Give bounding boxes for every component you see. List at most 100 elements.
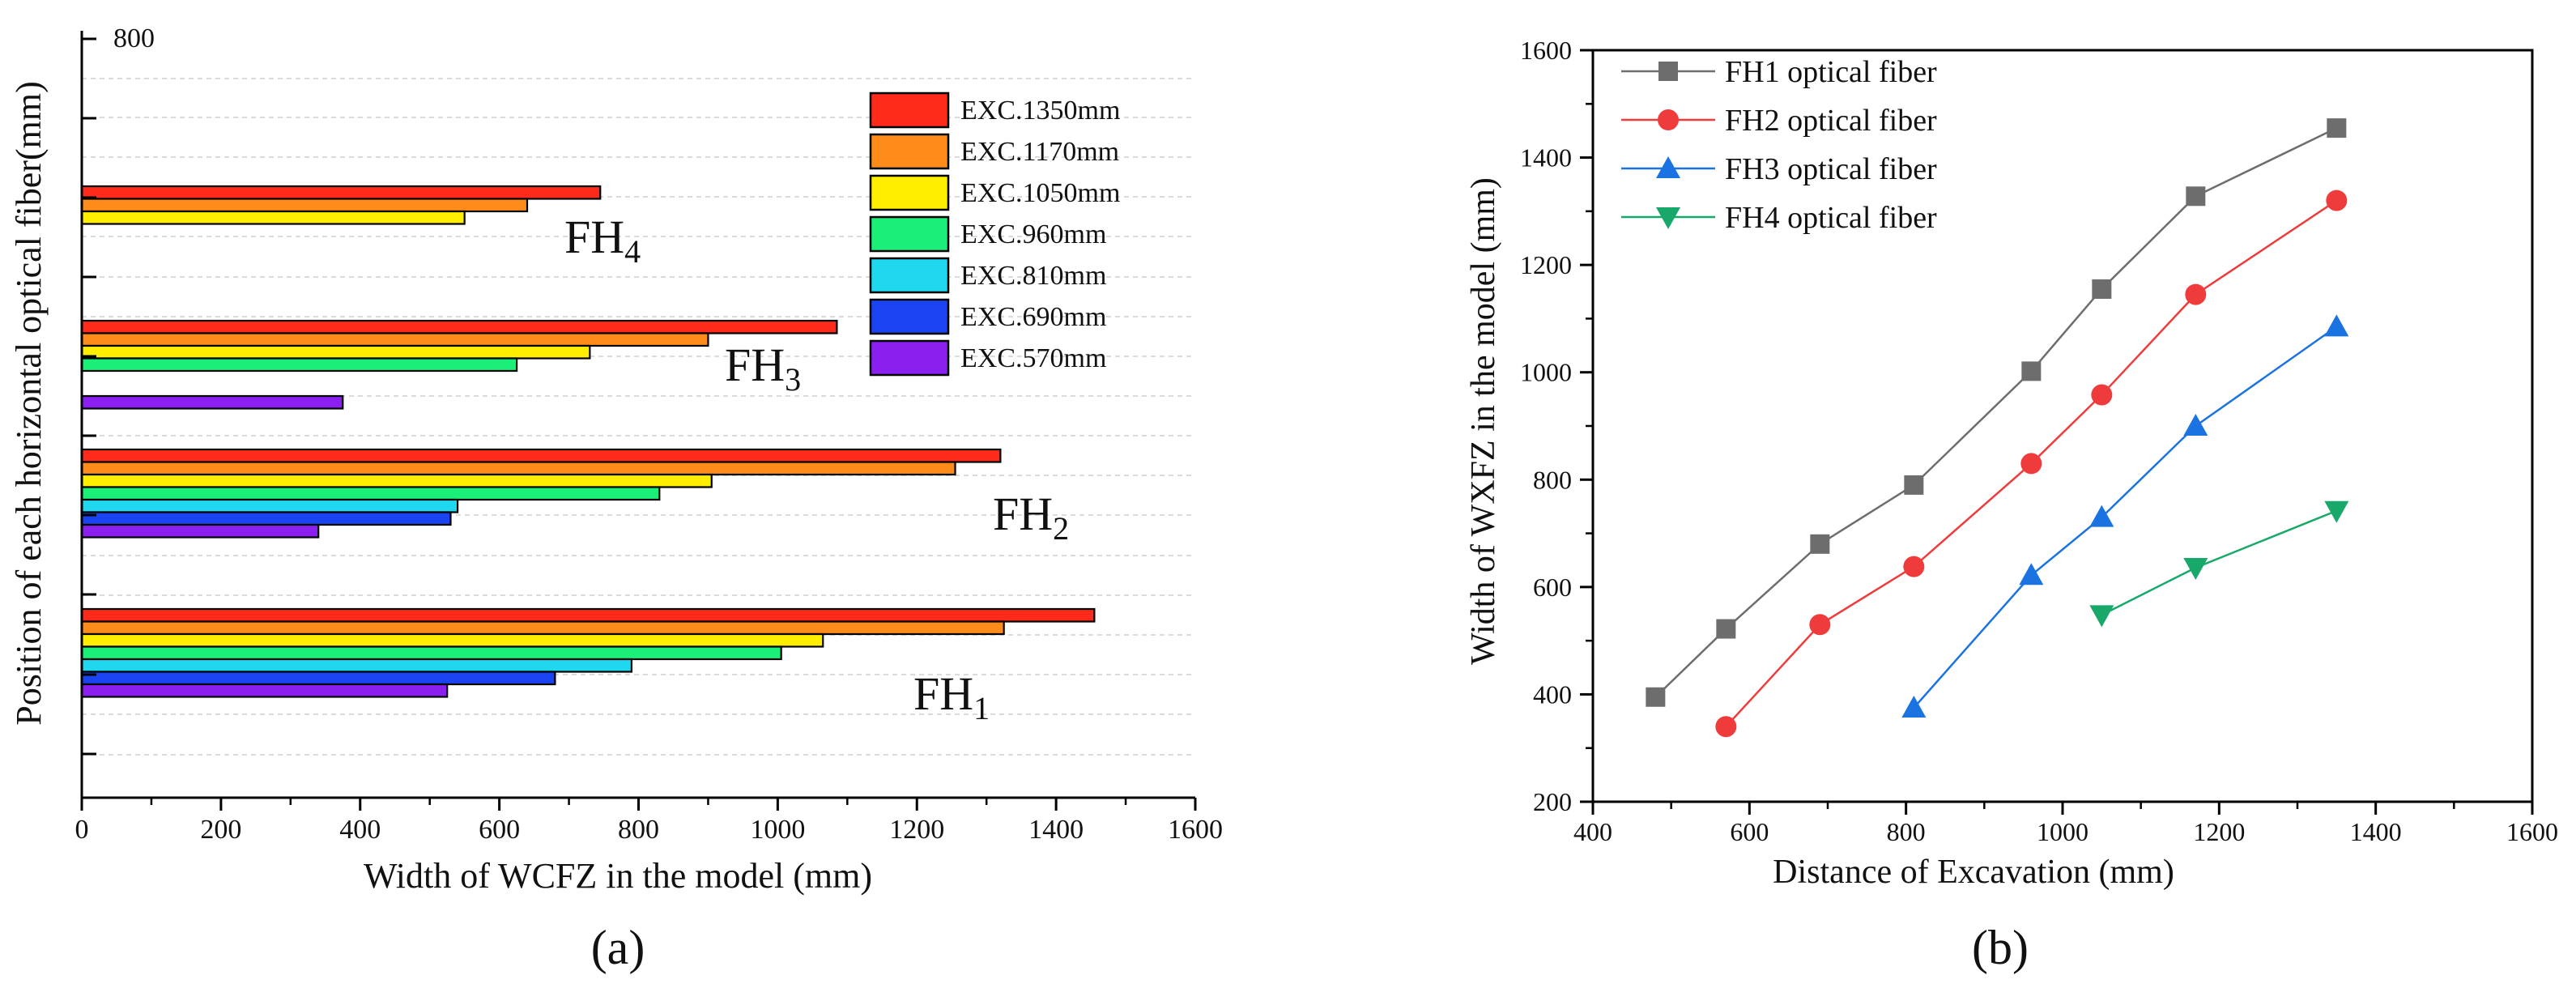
bar xyxy=(80,332,709,347)
panel-a-caption: (a) xyxy=(591,921,645,974)
marker-square xyxy=(2186,186,2206,207)
panel-a-gridlines xyxy=(82,78,1195,756)
x-tick-label: 0 xyxy=(75,815,89,845)
marker-square xyxy=(1810,534,1830,554)
marker-triangle-down xyxy=(2324,500,2349,523)
group-label-subscript: 2 xyxy=(1053,510,1069,547)
marker-triangle-up xyxy=(1656,156,1680,178)
y-tick-label: 400 xyxy=(1533,679,1572,709)
legend-swatch xyxy=(869,339,950,377)
bar xyxy=(80,461,956,476)
x-tick-label: 1200 xyxy=(889,815,944,845)
x-tick-label: 800 xyxy=(618,815,659,845)
marker-triangle-up xyxy=(2019,563,2044,586)
y-tick-label: 1400 xyxy=(1520,143,1572,172)
group-label-name: FH xyxy=(564,211,624,263)
panel-b-y-axis-label: Width of WXFZ in the model (mm) xyxy=(1465,177,1502,665)
group-label-subscript: 1 xyxy=(973,690,990,726)
x-tick-label: 1000 xyxy=(2037,817,2088,846)
marker-circle xyxy=(2326,190,2348,211)
y-tick-label: 1000 xyxy=(1520,358,1572,387)
bar xyxy=(80,607,1096,623)
bar xyxy=(80,344,591,360)
x-tick-label: 1400 xyxy=(1028,815,1084,845)
bar xyxy=(80,632,824,648)
marker-triangle-up xyxy=(2183,414,2208,436)
legend-label: EXC.1050mm xyxy=(960,178,1120,208)
legend-label: EXC.570mm xyxy=(960,343,1106,373)
x-tick-label: 400 xyxy=(1573,817,1612,846)
y-tick-label: 600 xyxy=(1533,573,1572,602)
bar xyxy=(80,498,459,513)
legend-label: FH1 optical fiber xyxy=(1725,55,1937,89)
marker-triangle-down xyxy=(2183,557,2208,580)
x-tick-label: 600 xyxy=(479,815,520,845)
bar xyxy=(80,523,320,539)
group-label: FH4 xyxy=(564,211,641,270)
y-tick-label: 1600 xyxy=(1520,36,1572,65)
panel-a-x-axis-label: Width of WCFZ in the model (mm) xyxy=(364,856,872,896)
panel-b-legend: FH1 optical fiber FH2 optical fiber FH3 op… xyxy=(1621,55,1937,235)
group-label-subscript: 3 xyxy=(785,361,801,398)
bar xyxy=(80,319,838,334)
legend-label: EXC.960mm xyxy=(960,219,1106,249)
x-tick-label: 800 xyxy=(1887,817,1926,846)
marker-triangle-up xyxy=(2324,314,2349,337)
group-label: FH3 xyxy=(725,339,801,398)
panel-b-x-axis-label: Distance of Excavation (mm) xyxy=(1773,854,2174,891)
marker-circle xyxy=(2091,384,2113,406)
x-tick-label: 1600 xyxy=(2506,817,2558,846)
group-label-subscript: 4 xyxy=(624,233,641,270)
y-tick-label: 200 xyxy=(1533,787,1572,816)
bar xyxy=(80,210,466,225)
legend-swatch xyxy=(869,133,950,170)
x-tick-label: 1400 xyxy=(2350,817,2402,846)
legend-swatch xyxy=(869,215,950,253)
x-tick-label: 600 xyxy=(1730,817,1769,846)
legend-swatch xyxy=(869,92,950,129)
marker-circle xyxy=(1658,109,1679,130)
marker-square xyxy=(2092,279,2112,299)
series-line xyxy=(2101,509,2337,616)
series-line xyxy=(1654,126,2337,698)
group-label-name: FH xyxy=(913,667,973,720)
legend-label: EXC.1170mm xyxy=(960,137,1119,167)
bar xyxy=(80,185,602,200)
panel-a-axes xyxy=(80,31,1197,811)
marker-circle xyxy=(1715,716,1737,738)
panel-b-caption: (b) xyxy=(1972,921,2029,974)
marker-circle xyxy=(2185,283,2207,305)
bar xyxy=(80,473,713,488)
x-tick-label: 1200 xyxy=(2193,817,2245,846)
legend-label: EXC.1350mm xyxy=(960,96,1120,126)
y-tick-label: 1200 xyxy=(1520,250,1572,279)
panel-a-y-top-tick-label: 800 xyxy=(113,23,155,53)
series-line xyxy=(1913,326,2338,709)
marker-square xyxy=(1658,62,1678,81)
marker-square xyxy=(1716,619,1736,639)
bar xyxy=(80,645,782,661)
legend-label: EXC.810mm xyxy=(960,261,1106,291)
panel-a-legend: EXC.1350mm EXC.1170mm EXC.1050mm EXC.960mm E… xyxy=(869,92,1120,377)
x-tick-label: 1600 xyxy=(1168,815,1223,845)
legend-label: FH3 optical fiber xyxy=(1725,152,1937,186)
bar xyxy=(80,394,344,410)
marker-triangle-down xyxy=(2089,605,2114,628)
marker-triangle-up xyxy=(1901,696,1927,718)
group-label: FH1 xyxy=(913,667,990,726)
bar xyxy=(80,658,633,673)
marker-square xyxy=(1904,475,1924,495)
legend-swatch xyxy=(869,174,950,211)
bar xyxy=(80,511,452,526)
legend-label: EXC.690mm xyxy=(960,302,1106,332)
panel-b-axes xyxy=(1580,49,2534,815)
legend-label: FH4 optical fiber xyxy=(1725,201,1937,235)
marker-square xyxy=(2327,118,2347,138)
marker-square xyxy=(2021,361,2042,381)
group-label-name: FH xyxy=(725,339,785,391)
y-tick-label: 800 xyxy=(1533,465,1572,494)
marker-triangle-up xyxy=(2089,505,2114,527)
panel-a-y-axis-label: Position of each horizontal optical fibe… xyxy=(9,81,49,725)
